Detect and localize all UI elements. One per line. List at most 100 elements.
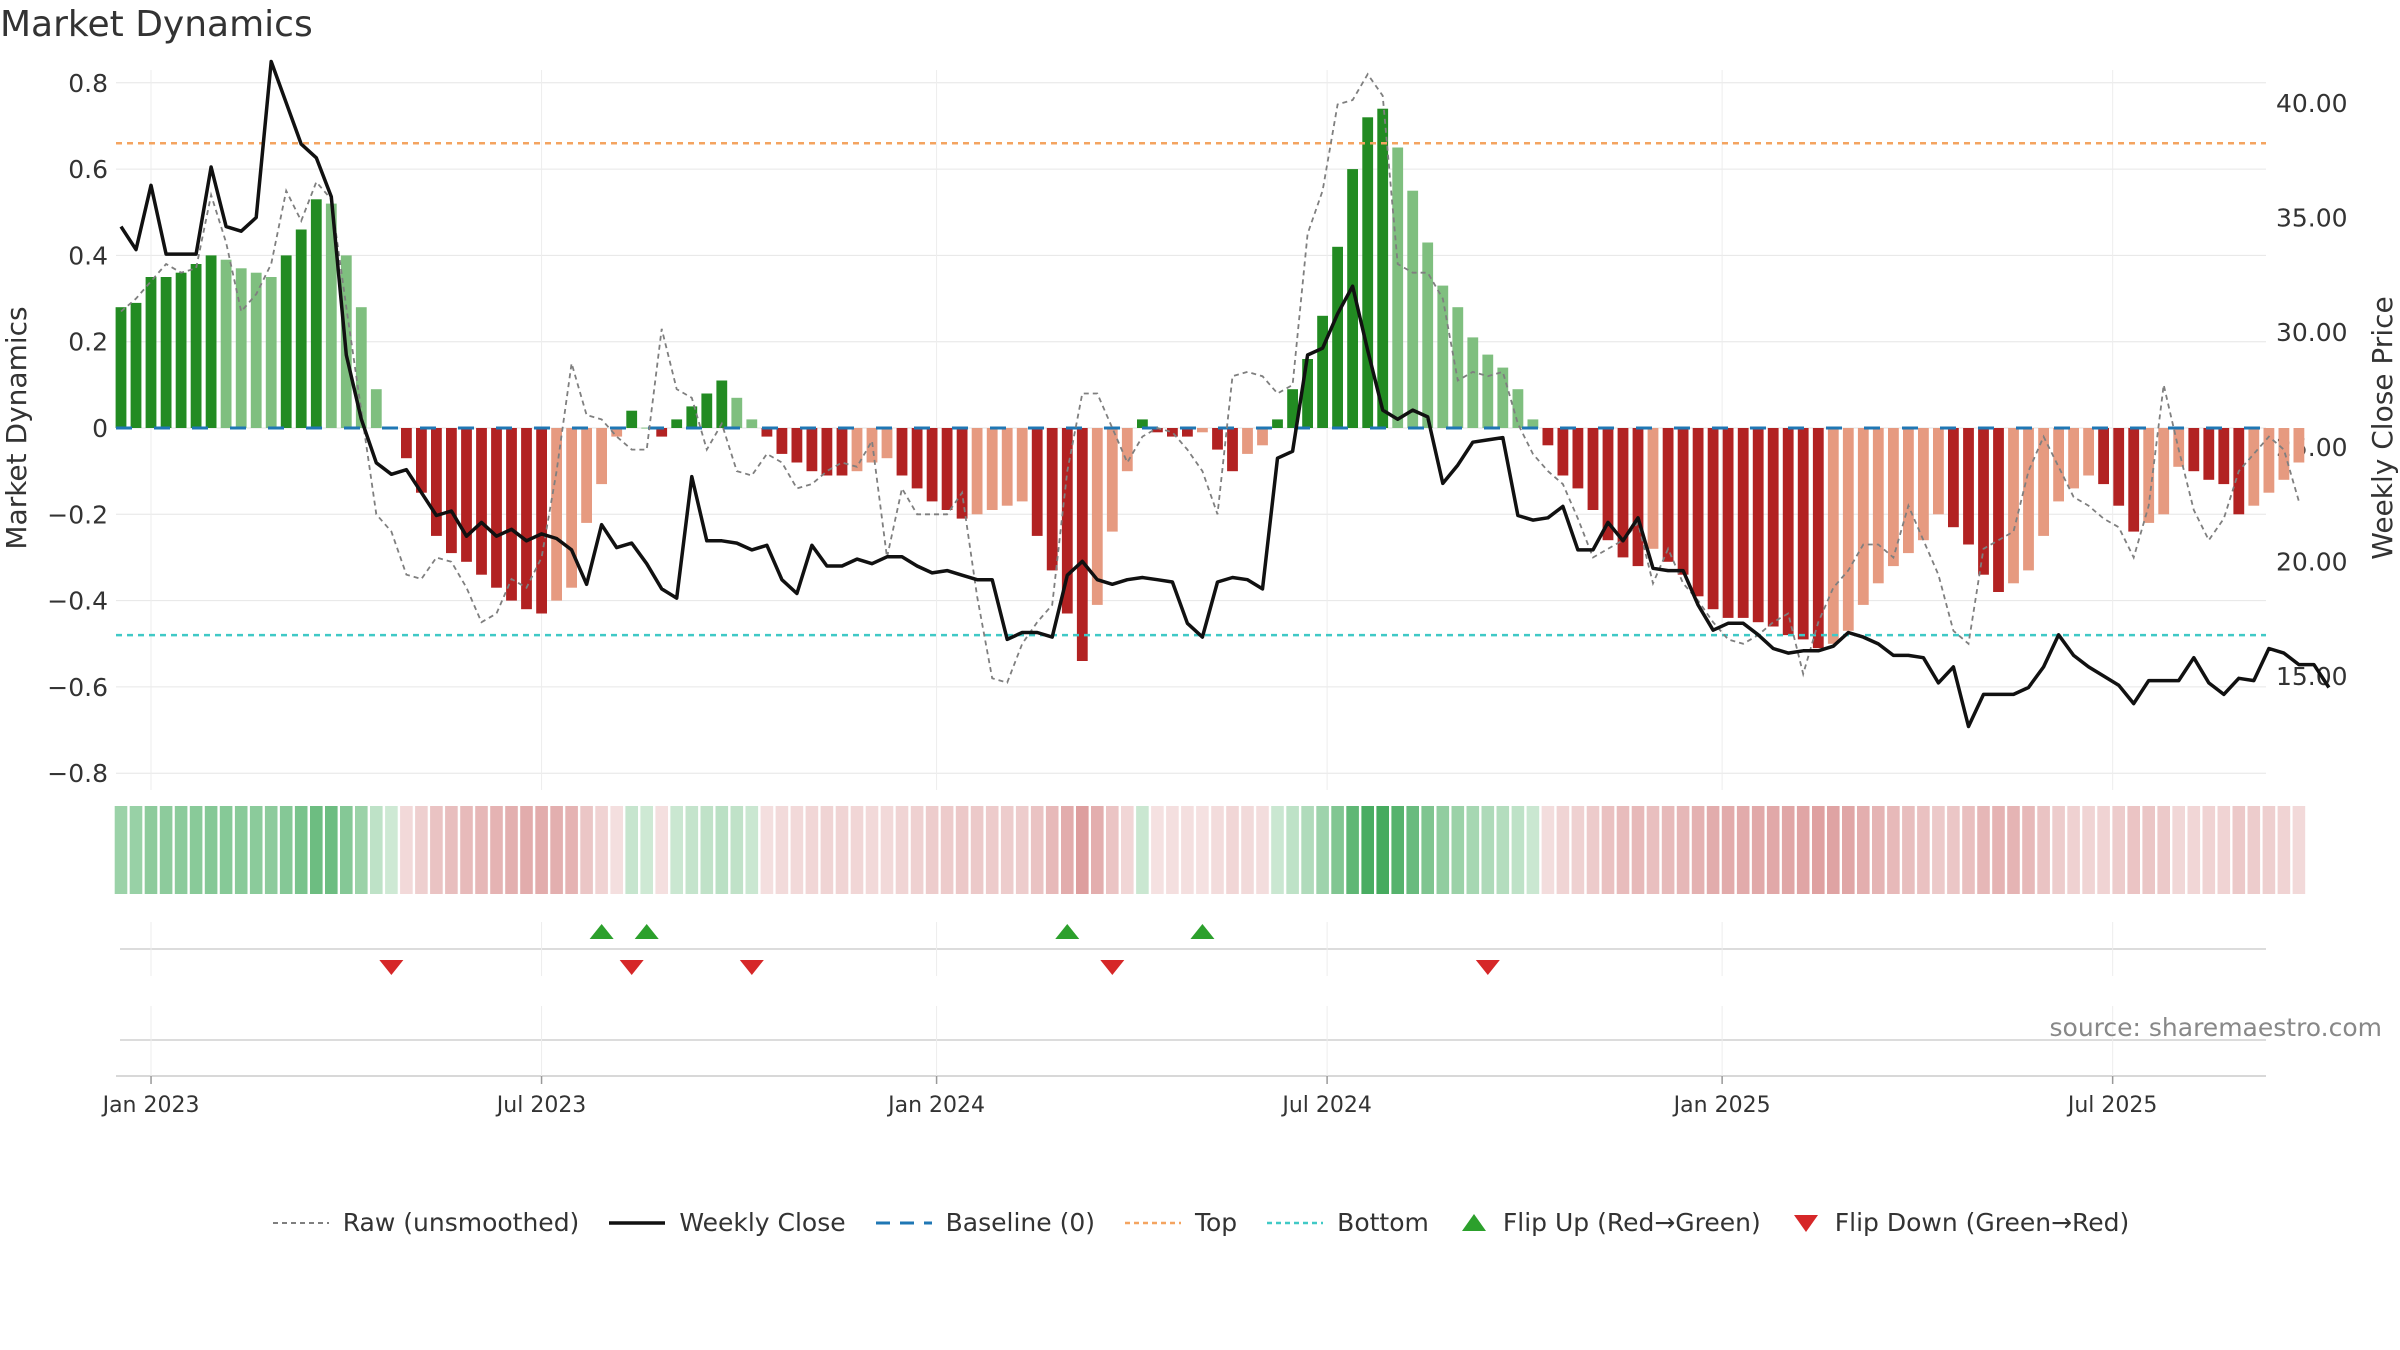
x-tick-label: Jul 2024 (1280, 1093, 1372, 1118)
momentum-bar (566, 428, 577, 588)
regime-cell (1271, 806, 1284, 894)
momentum-bar (160, 277, 172, 428)
legend-close: Weekly Close (607, 1208, 846, 1237)
regime-cell (1781, 806, 1795, 894)
regime-cell (1796, 806, 1810, 894)
regime-cell (925, 806, 939, 894)
momentum-bar (355, 307, 367, 428)
x-tick-label: Jan 2025 (1672, 1093, 1771, 1118)
regime-cell (955, 806, 969, 894)
regime-cell (1436, 806, 1450, 894)
momentum-bar (190, 264, 202, 428)
regime-cell (1631, 806, 1645, 894)
momentum-bar (956, 428, 968, 519)
x-tick-label: Jan 2023 (101, 1093, 200, 1118)
chart-title: Market Dynamics (0, 4, 313, 45)
momentum-bar (1692, 428, 1704, 597)
regime-cell (850, 806, 864, 894)
regime-cell (1827, 806, 1840, 894)
momentum-bar (1782, 428, 1794, 636)
regime-cell (189, 806, 203, 894)
legend-raw: Raw (unsmoothed) (271, 1208, 580, 1237)
momentum-bar (2158, 428, 2170, 515)
momentum-bar (1317, 315, 1328, 428)
regime-cell (1812, 806, 1825, 894)
ytick-right-label: 40.00 (2276, 89, 2348, 118)
flip-down-marker (1475, 960, 1500, 975)
regime-cell (475, 806, 488, 894)
regime-cell (1361, 806, 1374, 894)
regime-cell (805, 806, 819, 894)
momentum-bar (1888, 428, 1899, 567)
regime-cell (670, 806, 683, 894)
momentum-bar (220, 259, 232, 428)
regime-cell (1586, 806, 1600, 894)
regime-cell (1932, 806, 1945, 894)
regime-cell (2037, 806, 2050, 894)
momentum-bar (1737, 428, 1749, 618)
regime-cell (1256, 806, 1269, 894)
regime-cell (535, 806, 548, 894)
momentum-bar (671, 419, 683, 428)
momentum-bar (1918, 428, 1929, 541)
momentum-bar (911, 428, 923, 489)
regime-cell (685, 806, 699, 894)
momentum-bar (2038, 428, 2049, 536)
regime-cell (640, 806, 653, 894)
momentum-bar (1993, 428, 2004, 592)
momentum-bar (1106, 428, 1118, 532)
flip-panel (120, 922, 2266, 976)
regime-cell (340, 806, 353, 894)
regime-cell (1466, 806, 1480, 894)
regime-cell (1091, 806, 1104, 894)
regime-cell (1902, 806, 1915, 894)
regime-cell (355, 806, 368, 894)
ytick-label: −0.6 (47, 673, 108, 702)
regime-cell (2142, 806, 2155, 894)
momentum-bar (1407, 190, 1419, 428)
momentum-bar (881, 428, 893, 459)
momentum-bar (145, 277, 157, 428)
momentum-bar (1182, 428, 1193, 437)
regime-cell (910, 806, 924, 894)
regime-cell (234, 806, 248, 894)
regime-cell (940, 806, 954, 894)
regime-cell (835, 806, 849, 894)
momentum-bar (416, 428, 427, 493)
regime-cell (129, 806, 143, 894)
regime-cell (1511, 806, 1525, 894)
regime-cell (820, 806, 834, 894)
regime-cell (1646, 806, 1660, 894)
regime-cell (490, 806, 503, 894)
flip-down-marker (1100, 960, 1125, 975)
regime-cell (1211, 806, 1224, 894)
regime-cell (1766, 806, 1780, 894)
momentum-bar (1091, 428, 1103, 605)
regime-cell (505, 806, 518, 894)
momentum-bar (1933, 428, 1944, 515)
momentum-bar (1767, 428, 1779, 627)
momentum-bar (1827, 428, 1839, 644)
momentum-bar (731, 397, 743, 428)
momentum-bar (551, 428, 562, 601)
momentum-bar (491, 428, 502, 588)
regime-cell (294, 806, 308, 894)
momentum-bar (1497, 367, 1509, 428)
ytick-label: −0.4 (47, 587, 108, 616)
x-tick-label: Jul 2025 (2066, 1093, 2158, 1118)
momentum-bar (1872, 428, 1884, 584)
momentum-bar (1076, 428, 1088, 661)
legend-raw-label: Raw (unsmoothed) (342, 1208, 580, 1237)
momentum-bar (746, 419, 758, 428)
regime-cell (1962, 806, 1975, 894)
momentum-bar (1557, 428, 1569, 476)
momentum-bar (851, 428, 863, 472)
momentum-bar (1978, 428, 1989, 575)
regime-cell (1030, 806, 1044, 894)
empty-panel: Jan 2023 Jul 2023 Jan 2024 Jul 2024 Jan 2025… (101, 1006, 2266, 1118)
regime-cell (1601, 806, 1615, 894)
momentum-bar (1001, 428, 1013, 506)
regime-cell (1061, 806, 1074, 894)
momentum-bar (1617, 428, 1629, 558)
regime-cell (1917, 806, 1930, 894)
